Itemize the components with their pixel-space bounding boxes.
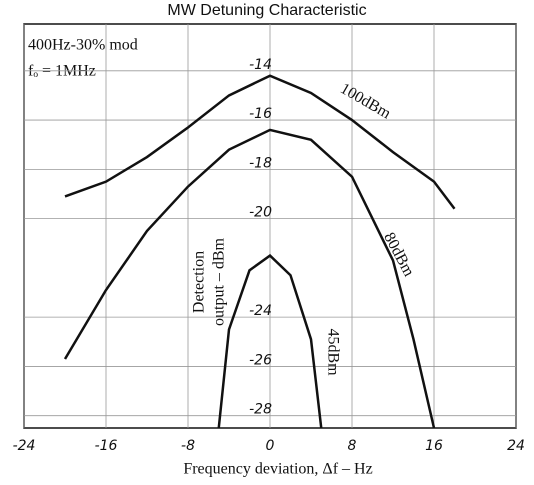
y-tick-label: -20 <box>249 205 272 221</box>
x-tick-label: 0 <box>266 438 275 454</box>
annotation: 400Hz-30% mod <box>28 37 138 54</box>
series-label: 80dBm <box>380 230 417 280</box>
y-tick-label: -28 <box>249 402 272 418</box>
y-axis-label: Detection <box>191 251 208 313</box>
y-tick-label: -16 <box>249 106 272 122</box>
x-axis-label: Frequency deviation, Δf – Hz <box>183 461 372 478</box>
x-tick-label: -8 <box>181 438 195 454</box>
x-tick-label: -16 <box>95 438 118 454</box>
x-tick-label: -24 <box>13 438 36 454</box>
y-tick-label: -18 <box>249 155 272 171</box>
series-line <box>63 128 436 429</box>
y-tick-label: -24 <box>249 303 272 319</box>
x-tick-label: 24 <box>507 438 525 454</box>
y-tick-label: -26 <box>249 352 272 368</box>
y-tick-label: -14 <box>249 57 272 73</box>
series-line <box>64 74 456 210</box>
y-axis-label: output – dBm <box>211 237 228 326</box>
series-label: 45dBm <box>324 328 341 376</box>
x-tick-label: 16 <box>425 438 443 454</box>
x-tick-label: 8 <box>348 438 357 454</box>
series-line <box>217 253 323 429</box>
chart-title: MW Detuning Characteristic <box>167 2 366 19</box>
